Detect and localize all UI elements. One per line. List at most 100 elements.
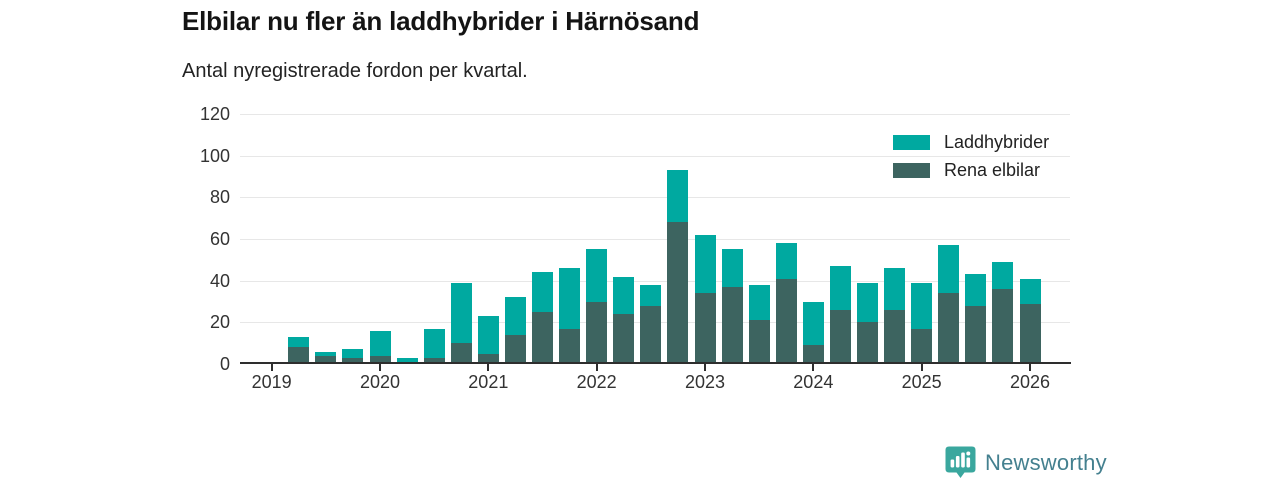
x-axis-tick-2020 — [379, 364, 381, 371]
bar-segment-laddhybrider — [423, 328, 445, 358]
bar-segment-rena-elbilar — [450, 343, 472, 364]
y-tick-label-40: 40 — [209, 270, 230, 291]
brand-name: Newsworthy — [985, 449, 1107, 475]
bar-segment-rena-elbilar — [1019, 303, 1041, 364]
x-tick-label-2019: 2019 — [251, 372, 292, 392]
bar-segment-laddhybrider — [992, 261, 1014, 289]
bar-segment-laddhybrider — [288, 336, 310, 348]
y-tick-label-20: 20 — [209, 312, 230, 333]
x-axis-tick-2024 — [812, 364, 815, 371]
y-tick-label-60: 60 — [209, 229, 230, 249]
bar-segment-rena-elbilar — [369, 355, 391, 364]
bar-2019-q3 — [315, 351, 337, 364]
bar-segment-laddhybrider — [640, 284, 662, 306]
bar-segment-laddhybrider — [748, 284, 770, 321]
bar-2025-q4 — [992, 261, 1014, 364]
bar-segment-rena-elbilar — [559, 328, 581, 364]
y-tick-label-0: 0 — [219, 354, 230, 374]
bar-2021-q1 — [477, 316, 499, 364]
bar-segment-rena-elbilar — [884, 309, 906, 364]
bar-segment-laddhybrider — [613, 276, 635, 314]
bar-segment-laddhybrider — [1019, 278, 1041, 304]
bar-segment-rena-elbilar — [423, 357, 445, 364]
bar-segment-rena-elbilar — [613, 314, 635, 364]
plot-area — [240, 114, 1070, 364]
bar-2022-q2 — [613, 276, 635, 364]
bar-2024-q4 — [884, 268, 906, 364]
bar-segment-rena-elbilar — [938, 293, 960, 364]
x-tick-label-2026: 2026 — [1009, 372, 1051, 392]
bar-segment-rena-elbilar — [667, 222, 689, 364]
bar-2021-q2 — [504, 297, 526, 364]
bar-2023-q4 — [775, 243, 797, 364]
bar-2020-q3 — [423, 328, 445, 364]
newsworthy-brand-link[interactable]: Newsworthy — [945, 446, 1107, 479]
chart-title: Elbilar nu fler än laddhybrider i Härnös… — [182, 6, 700, 36]
legend: Laddhybrider Rena elbilar — [893, 132, 1049, 188]
x-tick-label-2024: 2024 — [793, 372, 834, 392]
bar-segment-rena-elbilar — [992, 289, 1014, 364]
bar-2020-q4 — [450, 282, 472, 364]
x-tick-label-2020: 2020 — [359, 372, 401, 392]
x-tick-label-2023: 2023 — [684, 372, 726, 392]
bar-segment-rena-elbilar — [965, 305, 987, 364]
bar-segment-rena-elbilar — [504, 334, 526, 364]
bar-segment-laddhybrider — [775, 243, 797, 279]
x-tick-label-2022: 2022 — [576, 372, 617, 392]
bar-segment-rena-elbilar — [802, 345, 824, 364]
bar-2019-q4 — [342, 349, 364, 364]
y-tick-label-100: 100 — [199, 145, 230, 166]
bar-segment-laddhybrider — [559, 268, 581, 329]
bar-2026-q1 — [1019, 278, 1041, 364]
bar-2019-q2 — [288, 336, 310, 364]
newsworthy-logo-icon — [945, 446, 976, 479]
bar-2022-q3 — [640, 284, 662, 364]
bar-segment-rena-elbilar — [315, 355, 337, 364]
bar-segment-laddhybrider — [504, 297, 526, 335]
y-tick-label-80: 80 — [209, 187, 230, 208]
x-axis-line — [240, 362, 1071, 364]
bar-segment-laddhybrider — [965, 274, 987, 306]
bar-segment-rena-elbilar — [694, 293, 716, 364]
bar-segment-rena-elbilar — [586, 301, 608, 364]
bar-segment-laddhybrider — [315, 351, 337, 356]
x-axis-tick-2022 — [595, 364, 598, 371]
bar-segment-laddhybrider — [938, 245, 960, 294]
bar-segment-rena-elbilar — [748, 320, 770, 364]
legend-item-laddhybrider: Laddhybrider — [893, 132, 1049, 153]
bar-2023-q2 — [721, 249, 743, 364]
bar-segment-laddhybrider — [802, 301, 824, 346]
y-tick-label-120: 120 — [199, 104, 230, 124]
x-axis-tick-2023 — [704, 364, 706, 371]
bar-segment-rena-elbilar — [857, 322, 878, 364]
bar-2025-q2 — [938, 245, 960, 364]
gridline-100 — [240, 155, 1070, 157]
bar-segment-rena-elbilar — [288, 347, 310, 364]
x-axis-tick-2019 — [270, 364, 273, 371]
bar-2024-q3 — [857, 282, 878, 364]
bar-2022-q4 — [667, 170, 689, 364]
bar-2021-q3 — [532, 272, 553, 364]
bar-2023-q3 — [748, 284, 770, 364]
bar-segment-rena-elbilar — [640, 305, 662, 364]
bar-2024-q1 — [802, 301, 824, 364]
legend-label-rena-elbilar: Rena elbilar — [944, 160, 1041, 180]
bar-segment-laddhybrider — [450, 282, 472, 344]
bar-segment-laddhybrider — [857, 282, 878, 323]
bar-segment-laddhybrider — [694, 234, 716, 294]
x-tick-label-2025: 2025 — [901, 372, 942, 392]
bar-segment-rena-elbilar — [532, 311, 553, 364]
gridline-120 — [240, 114, 1070, 115]
gridline-80 — [240, 197, 1070, 199]
bar-2021-q4 — [559, 268, 581, 364]
bar-segment-rena-elbilar — [775, 278, 797, 364]
bar-segment-rena-elbilar — [342, 357, 364, 364]
bar-2025-q3 — [965, 274, 987, 364]
x-axis-tick-2026 — [1029, 364, 1031, 371]
legend-label-laddhybrider: Laddhybrider — [944, 132, 1050, 152]
bar-segment-laddhybrider — [911, 282, 933, 329]
bar-segment-laddhybrider — [369, 330, 391, 356]
bar-segment-rena-elbilar — [829, 309, 851, 364]
bar-segment-rena-elbilar — [477, 353, 499, 364]
